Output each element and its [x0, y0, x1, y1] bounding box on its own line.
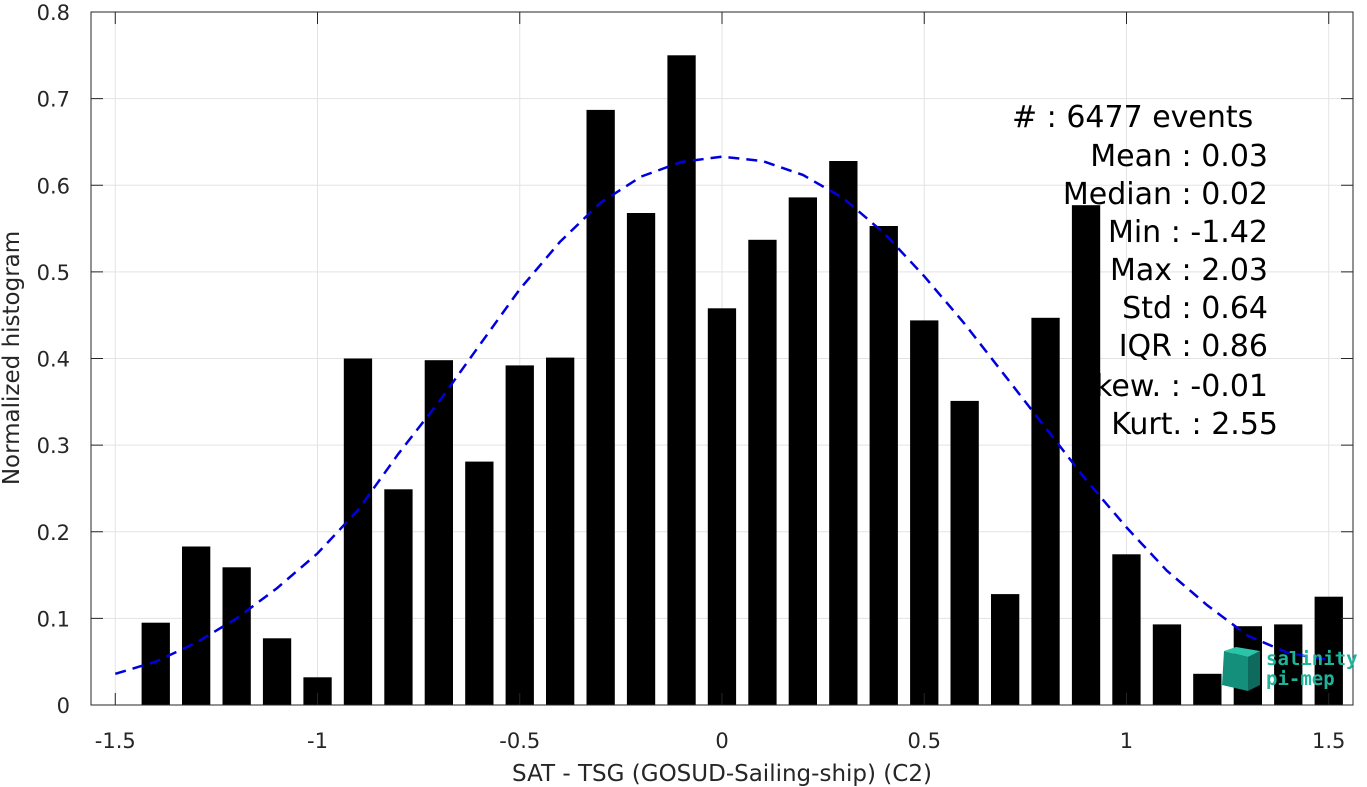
- y-tick-label: 0.8: [37, 1, 70, 25]
- histogram-bar: [546, 357, 575, 705]
- y-tick-label: 0.3: [37, 434, 70, 458]
- x-axis-label: SAT - TSG (GOSUD-Sailing-ship) (C2): [512, 761, 932, 787]
- histogram-bar: [465, 461, 494, 705]
- histogram-bar: [788, 197, 817, 705]
- salinity-pimep-logo: salinity pi-mep: [1218, 647, 1358, 695]
- histogram-bar: [748, 239, 777, 706]
- histogram-bar: [222, 567, 251, 705]
- y-tick-label: 0.1: [37, 607, 70, 631]
- logo-text-salinity: salinity: [1266, 648, 1358, 670]
- histogram-bar: [1193, 673, 1222, 705]
- histogram-bar: [626, 213, 656, 705]
- histogram-bar: [1152, 624, 1182, 705]
- histogram-bar: [424, 360, 453, 705]
- histogram-bar: [262, 638, 292, 705]
- histogram-bar: [991, 594, 1020, 705]
- x-tick-label: -0.5: [499, 729, 540, 753]
- y-axis-label: Normalized histogram: [0, 231, 25, 485]
- x-tick-label: 1: [1120, 729, 1133, 753]
- histogram-bar: [1112, 554, 1141, 705]
- histogram-bar: [141, 622, 170, 705]
- histogram-bar: [384, 489, 413, 705]
- histogram-bar: [1314, 596, 1343, 705]
- x-tick-label: -1.5: [95, 729, 136, 753]
- x-tick-label: 0.5: [908, 729, 941, 753]
- y-tick-label: 0.7: [37, 88, 70, 112]
- histogram-bar: [1071, 205, 1101, 705]
- y-tick-label: 0.2: [37, 521, 70, 545]
- x-tick-label: -1: [307, 729, 328, 753]
- histogram-bar: [505, 365, 534, 705]
- histogram-bar: [829, 161, 858, 705]
- logo-text-pimep: pi-mep: [1266, 668, 1335, 690]
- histogram-bar: [1031, 317, 1060, 705]
- histogram-bar: [707, 308, 737, 705]
- y-tick-labels: 0 0.1 0.2 0.3 0.4 0.5 0.6 0.7 0.8: [37, 1, 70, 718]
- x-tick-label: 0: [715, 729, 728, 753]
- histogram-bar: [586, 109, 615, 705]
- y-tick-label: 0.4: [37, 348, 70, 372]
- histogram-bar: [182, 546, 211, 705]
- histogram-bar: [910, 320, 939, 705]
- axis-ticks: [91, 11, 1353, 706]
- histogram-bar: [869, 226, 898, 705]
- x-tick-labels: -1.5 -1 -0.5 0 0.5 1 1.5: [95, 729, 1346, 753]
- histogram-bar: [667, 55, 696, 706]
- histogram-bar: [950, 400, 979, 705]
- fit-curve: [114, 155, 1329, 675]
- histogram-bars: [141, 55, 1343, 706]
- y-tick-label: 0.6: [37, 174, 70, 198]
- logo-cube-icon: [1222, 647, 1260, 691]
- histogram-bar: [343, 358, 373, 705]
- x-tick-label: 1.5: [1312, 729, 1345, 753]
- histogram-bar: [1274, 624, 1303, 705]
- y-tick-label: 0.5: [37, 261, 70, 285]
- y-tick-label: 0: [57, 694, 70, 718]
